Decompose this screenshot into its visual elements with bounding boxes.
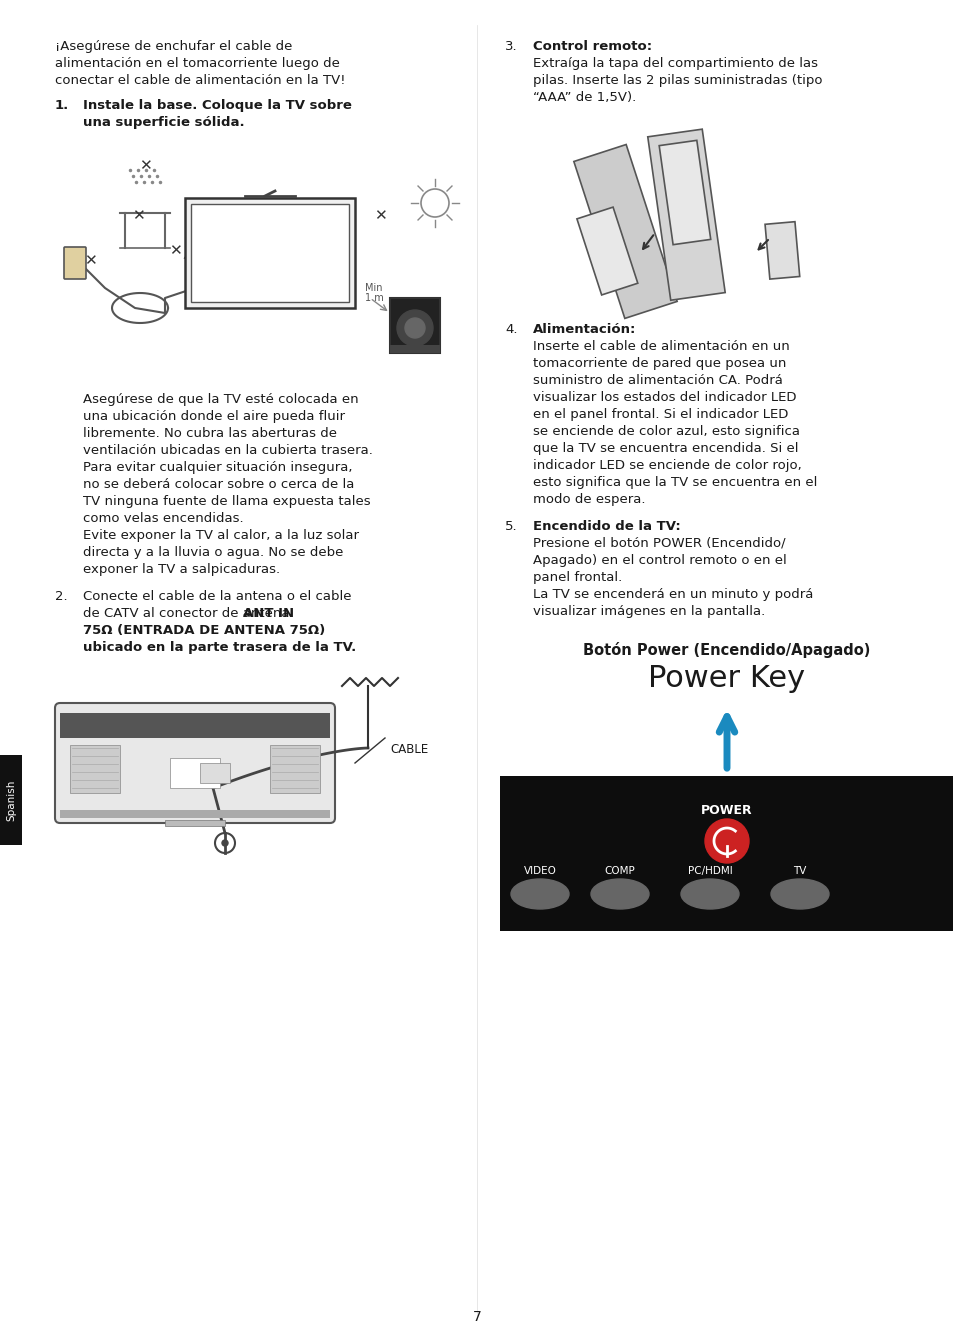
Text: VIDEO: VIDEO [523,866,556,876]
Text: Encendido de la TV:: Encendido de la TV: [533,520,680,533]
Polygon shape [574,145,677,319]
Ellipse shape [770,878,828,909]
Polygon shape [764,222,799,279]
Text: Para evitar cualquier situación insegura,: Para evitar cualquier situación insegura… [83,461,352,474]
Bar [60,712,330,738]
Text: indicador LED se enciende de color rojo,: indicador LED se enciende de color rojo, [533,459,801,473]
Text: TV: TV [793,866,806,876]
Text: una superficie sólida.: una superficie sólida. [83,116,244,129]
Text: como velas encendidas.: como velas encendidas. [83,511,243,525]
Polygon shape [659,141,710,245]
Polygon shape [647,129,724,300]
Circle shape [222,840,228,846]
Text: alimentación en el tomacorriente luego de: alimentación en el tomacorriente luego d… [55,58,339,70]
Bar [191,204,349,303]
Text: Asegúrese de que la TV esté colocada en: Asegúrese de que la TV esté colocada en [83,394,358,406]
Text: visualizar imágenes en la pantalla.: visualizar imágenes en la pantalla. [533,605,764,619]
Text: Presione el botón POWER (Encendido/: Presione el botón POWER (Encendido/ [533,537,785,550]
Text: tomacorriente de pared que posea un: tomacorriente de pared que posea un [533,358,785,370]
Text: PC/HDMI: PC/HDMI [687,866,732,876]
Text: POWER: POWER [700,803,752,817]
Text: se enciende de color azul, esto significa: se enciende de color azul, esto signific… [533,424,800,438]
Text: Spanish: Spanish [6,779,16,821]
Text: libremente. No cubra las aberturas de: libremente. No cubra las aberturas de [83,427,336,441]
Text: ✕: ✕ [132,208,144,224]
Text: ventilación ubicadas en la cubierta trasera.: ventilación ubicadas en la cubierta tras… [83,445,373,457]
Text: ✕: ✕ [374,208,386,224]
Text: “AAA” de 1,5V).: “AAA” de 1,5V). [533,91,636,104]
Text: Min: Min [365,283,382,293]
Text: Apagado) en el control remoto o en el: Apagado) en el control remoto o en el [533,554,786,566]
Circle shape [396,311,433,345]
Ellipse shape [511,878,568,909]
Bar [165,819,225,826]
Text: TV ninguna fuente de llama expuesta tales: TV ninguna fuente de llama expuesta tale… [83,495,370,507]
Text: no se deberá colocar sobre o cerca de la: no se deberá colocar sobre o cerca de la [83,478,354,491]
Bar [60,810,330,818]
Ellipse shape [590,878,648,909]
Text: una ubicación donde el aire pueda fluir: una ubicación donde el aire pueda fluir [83,410,345,423]
Text: 75Ω (ENTRADA DE ANTENA 75Ω): 75Ω (ENTRADA DE ANTENA 75Ω) [83,624,325,637]
Text: ANT IN: ANT IN [243,607,294,620]
Text: visualizar los estados del indicador LED: visualizar los estados del indicador LED [533,391,796,404]
Bar [170,758,220,787]
Text: ✕: ✕ [138,158,152,173]
Text: esto significa que la TV se encuentra en el: esto significa que la TV se encuentra en… [533,475,817,489]
Text: modo de espera.: modo de espera. [533,493,645,506]
Text: 1 m: 1 m [365,293,383,303]
Text: pilas. Inserte las 2 pilas suministradas (tipo: pilas. Inserte las 2 pilas suministradas… [533,74,821,87]
Text: 3.: 3. [504,40,517,54]
Text: Alimentación:: Alimentación: [533,323,636,336]
Bar [200,763,230,783]
Text: Instale la base. Coloque la TV sobre: Instale la base. Coloque la TV sobre [83,99,352,112]
Bar [499,777,953,931]
Text: Inserte el cable de alimentación en un: Inserte el cable de alimentación en un [533,340,789,353]
Text: conectar el cable de alimentación en la TV!: conectar el cable de alimentación en la … [55,74,345,87]
Text: CABLE: CABLE [390,743,428,757]
Text: COMP: COMP [604,866,635,876]
Text: La TV se encenderá en un minuto y podrá: La TV se encenderá en un minuto y podrá [533,588,813,601]
Text: Conecte el cable de la antena o el cable: Conecte el cable de la antena o el cable [83,590,351,603]
Circle shape [704,819,748,864]
Text: 4.: 4. [504,323,517,336]
Text: ✕: ✕ [169,242,181,258]
FancyBboxPatch shape [64,246,86,279]
Bar [0,755,22,845]
Polygon shape [577,208,638,295]
Text: ✕: ✕ [84,253,96,268]
FancyBboxPatch shape [55,703,335,823]
Text: panel frontal.: panel frontal. [533,570,621,584]
Text: 7: 7 [472,1310,481,1324]
Circle shape [405,317,424,337]
Text: ¡Asegúrese de enchufar el cable de: ¡Asegúrese de enchufar el cable de [55,40,292,54]
Text: exponer la TV a salpicaduras.: exponer la TV a salpicaduras. [83,562,280,576]
Bar [70,744,120,793]
Bar [390,345,439,353]
Text: 2.: 2. [55,590,68,603]
Text: ubicado en la parte trasera de la TV.: ubicado en la parte trasera de la TV. [83,641,355,653]
Text: en el panel frontal. Si el indicador LED: en el panel frontal. Si el indicador LED [533,408,787,420]
Text: 5.: 5. [504,520,517,533]
Ellipse shape [680,878,739,909]
Text: de CATV al conector de antena: de CATV al conector de antena [83,607,294,620]
Bar [390,299,439,353]
Text: Extraíga la tapa del compartimiento de las: Extraíga la tapa del compartimiento de l… [533,58,817,70]
Text: Evite exponer la TV al calor, a la luz solar: Evite exponer la TV al calor, a la luz s… [83,529,358,542]
Text: que la TV se encuentra encendida. Si el: que la TV se encuentra encendida. Si el [533,442,798,455]
Text: Control remoto:: Control remoto: [533,40,652,54]
Bar [270,744,319,793]
Text: Botón Power (Encendido/Apagado): Botón Power (Encendido/Apagado) [582,641,870,657]
Text: suministro de alimentación CA. Podrá: suministro de alimentación CA. Podrá [533,374,782,387]
Text: 1.: 1. [55,99,70,112]
Bar [185,198,355,308]
Text: directa y a la lluvia o agua. No se debe: directa y a la lluvia o agua. No se debe [83,546,343,558]
Text: Power Key: Power Key [648,664,804,694]
